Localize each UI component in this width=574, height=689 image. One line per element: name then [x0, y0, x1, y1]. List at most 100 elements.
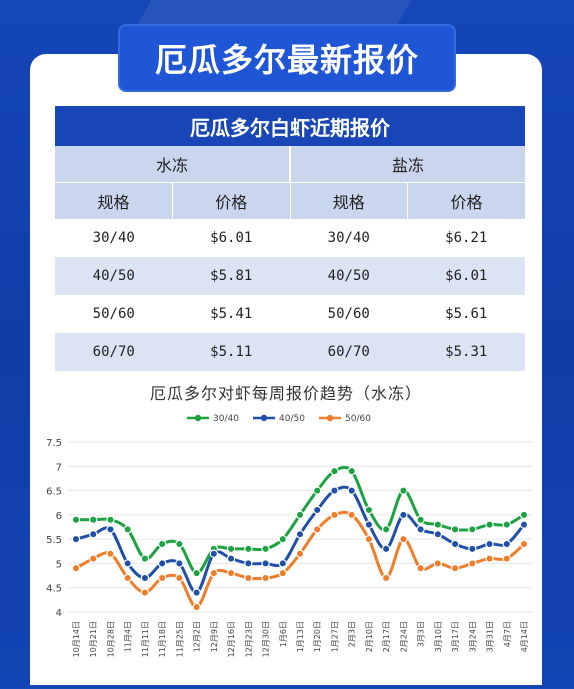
data-point — [106, 515, 115, 524]
table-cell: $5.11 — [172, 333, 290, 371]
x-tick-label: 2月10日 — [365, 621, 374, 652]
banner-title: 厄瓜多尔最新报价 — [154, 41, 419, 79]
legend-label: 30/40 — [213, 414, 239, 424]
data-point — [123, 559, 132, 568]
data-point — [347, 466, 356, 476]
data-point — [278, 534, 287, 544]
data-point — [71, 564, 81, 573]
data-point — [244, 573, 253, 583]
x-tick-label: 12月23日 — [244, 621, 253, 657]
x-tick-label: 3月31日 — [486, 621, 495, 652]
group-header-water-frozen: 水冻 — [55, 146, 291, 183]
table-cell: 50/60 — [327, 306, 370, 322]
data-point — [468, 559, 477, 568]
data-point — [485, 539, 494, 549]
data-point — [502, 554, 511, 563]
data-point — [450, 539, 460, 549]
x-tick-label: 10月21日 — [89, 621, 98, 657]
data-point — [192, 568, 201, 578]
table-row: 30/40 $6.01 30/40 $6.21 — [55, 219, 525, 257]
data-point — [175, 573, 184, 583]
data-point — [89, 530, 98, 539]
x-tick-label: 11月25日 — [175, 621, 184, 657]
data-point — [89, 554, 98, 563]
table-cell: $5.61 — [445, 306, 488, 322]
x-tick-label: 3月17日 — [451, 621, 460, 652]
table-row: 50/60 $5.41 50/60 $5.61 — [55, 295, 525, 333]
y-tick-label: 5.5 — [46, 535, 62, 546]
data-point — [364, 505, 374, 515]
data-point — [450, 525, 460, 534]
data-point — [519, 510, 529, 520]
data-point — [226, 554, 236, 563]
table-cell: $5.81 — [172, 257, 290, 295]
x-tick-label: 4月14日 — [520, 621, 529, 652]
y-axis: 4 4.5 5 5.5 6 6.5 7 7.5 — [46, 438, 62, 619]
data-point — [226, 544, 236, 554]
data-point — [313, 486, 322, 495]
data-point — [330, 486, 339, 495]
x-tick-label: 4月7日 — [503, 621, 512, 647]
data-point — [192, 588, 201, 597]
data-point — [209, 568, 219, 578]
y-tick-label: 7.5 — [46, 438, 62, 449]
data-point — [468, 544, 477, 554]
column-header-price: 价格 — [407, 182, 525, 219]
table-cell: $6.21 — [445, 230, 488, 246]
group-header-salt-frozen: 盐冻 — [290, 146, 525, 183]
data-point — [209, 549, 219, 558]
data-point — [347, 510, 356, 520]
data-point — [485, 520, 494, 529]
column-header-spec: 规格 — [289, 182, 408, 219]
x-tick-label: 2月17日 — [382, 621, 391, 652]
data-point — [364, 534, 374, 544]
legend-label: 40/50 — [279, 414, 305, 424]
data-point — [106, 549, 115, 558]
table-cell: $6.01 — [407, 257, 525, 295]
x-tick-label: 12月16日 — [227, 621, 236, 657]
y-tick-label: 6.5 — [46, 487, 62, 498]
data-point — [295, 510, 305, 520]
data-point — [261, 573, 270, 583]
x-tick-label: 10月14日 — [72, 621, 81, 657]
x-tick-label: 10月28日 — [106, 621, 115, 657]
x-tick-label: 1月6日 — [279, 621, 288, 647]
x-axis: 10月14日 10月21日 10月28日 11月4日 11月11日 11月18日 11月25… — [72, 621, 529, 657]
data-point — [399, 510, 408, 520]
data-point — [433, 520, 443, 529]
x-tick-label: 1月13日 — [296, 621, 305, 652]
data-point — [140, 554, 150, 563]
data-point — [313, 525, 322, 534]
chart-legend: 30/40 40/50 50/60 — [187, 414, 371, 424]
data-point — [313, 505, 322, 515]
data-point — [295, 530, 305, 539]
table-cell: 40/50 — [290, 257, 408, 295]
data-point — [226, 568, 236, 578]
data-point — [450, 564, 460, 573]
legend-label: 50/60 — [345, 414, 371, 424]
x-tick-label: 3月3日 — [417, 621, 426, 647]
data-point — [261, 544, 270, 554]
data-point — [416, 515, 425, 524]
legend-marker — [194, 414, 202, 422]
x-tick-label: 3月24日 — [468, 621, 477, 652]
data-point — [502, 520, 511, 529]
table-row: 60/70 $5.11 60/70 $5.31 — [55, 333, 525, 371]
table-cell: 30/40 — [327, 230, 370, 246]
table-cell: 60/70 — [55, 333, 173, 371]
data-point — [244, 559, 253, 568]
chart-title: 厄瓜多尔对虾每周报价趋势（水冻） — [150, 384, 422, 403]
data-point — [157, 559, 167, 568]
trend-chart-svg: 厄瓜多尔对虾每周报价趋势（水冻） 30/40 40/50 50/60 4 4.5 5 5.… — [46, 384, 532, 657]
x-tick-label: 2月3日 — [348, 621, 357, 647]
data-point — [295, 549, 305, 558]
data-point — [175, 559, 184, 568]
x-tick-label: 12月2日 — [193, 621, 202, 652]
column-header-spec: 规格 — [55, 182, 173, 219]
data-point — [89, 515, 98, 524]
x-tick-label: 11月18日 — [158, 621, 167, 657]
data-point — [416, 525, 425, 534]
data-point — [519, 539, 529, 549]
x-tick-label: 1月27日 — [330, 621, 339, 652]
data-point — [261, 559, 270, 568]
